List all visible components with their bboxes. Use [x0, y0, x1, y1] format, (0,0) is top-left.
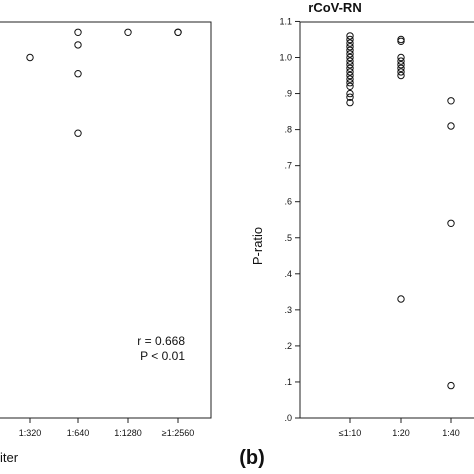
left-x-tick-label: ≥1:2560 [162, 428, 194, 438]
left-data-point [26, 53, 34, 62]
right-data-point [447, 122, 455, 130]
right-y-tick-label: .3 [284, 305, 292, 315]
left-x-tick-labels: 1:320 1:640 1:1280 ≥1:2560 [19, 418, 194, 438]
left-data-point [74, 41, 82, 49]
right-data-point [346, 39, 354, 47]
right-data-point [346, 68, 354, 76]
right-data-point [346, 57, 354, 65]
right-x-tick-label: 1:20 [392, 428, 410, 438]
right-data-point [346, 82, 354, 91]
right-data-point [447, 381, 455, 390]
right-data-point [447, 97, 455, 105]
right-x-tick-label: ≤1:10 [339, 428, 361, 438]
right-data-point [397, 71, 405, 80]
right-data-point [397, 295, 405, 303]
left-x-tick-label: 1:640 [67, 428, 90, 438]
left-x-axis-title: iter [0, 450, 19, 465]
left-data-point [74, 129, 82, 137]
left-scatter-panel: 1:320 1:640 1:1280 ≥1:2560 r = 0.668 P < 0.… [0, 21, 212, 465]
right-data-point [397, 60, 405, 69]
right-y-tick-label: 1.0 [279, 53, 292, 63]
right-data-point [346, 64, 354, 73]
left-stat-r: r = 0.668 [137, 334, 185, 348]
right-y-tick-label: .8 [284, 125, 292, 135]
left-data-point [74, 70, 82, 78]
left-data-point [124, 28, 132, 36]
right-data-point [346, 50, 354, 58]
right-y-tick-label: .6 [284, 197, 292, 207]
right-data-point [346, 46, 354, 54]
left-data-points [26, 28, 182, 137]
right-y-tick-label: .9 [284, 89, 292, 99]
right-data-point [397, 37, 405, 45]
right-data-point [346, 43, 354, 51]
right-data-point [346, 32, 354, 40]
left-x-tick-label: 1:320 [19, 428, 42, 438]
right-y-tick-label: .7 [284, 161, 292, 171]
right-y-tick-labels: .0 .1 .2 .3 .4 .5 .6 .7 .8 .9 1.0 1.1 [279, 16, 300, 423]
right-data-point [346, 93, 354, 101]
right-data-point [397, 53, 405, 62]
right-data-point [346, 98, 354, 107]
right-data-point [346, 79, 354, 87]
right-data-point [397, 68, 405, 76]
left-data-point [174, 28, 182, 36]
right-scatter-panel: rCoV-RN .0 .1 .2 .3 .4 .5 .6 .7 .8 .9 1.0 1.1 P-rat… [250, 0, 474, 438]
right-data-point [397, 57, 405, 65]
right-y-tick-label: .2 [284, 341, 292, 351]
right-data-point [346, 60, 354, 69]
right-data-point [397, 64, 405, 73]
right-plot-frame [299, 21, 474, 419]
right-y-tick-label: .1 [284, 377, 292, 387]
right-chart-title: rCoV-RN [308, 0, 361, 15]
right-data-point [346, 89, 354, 98]
right-x-tick-label: 1:40 [442, 428, 460, 438]
right-y-tick-label: 1.1 [279, 16, 292, 26]
left-stat-p: P < 0.01 [140, 349, 185, 363]
right-y-tick-label: .4 [284, 269, 292, 279]
right-data-points [346, 32, 455, 390]
right-y-axis-title: P-ratio [250, 227, 265, 265]
right-x-tick-labels: ≤1:10 1:20 1:40 [339, 418, 460, 438]
panel-label-b: (b) [239, 447, 265, 469]
right-data-point [447, 219, 455, 228]
right-y-tick-label: .0 [284, 413, 292, 423]
left-x-tick-label: 1:1280 [114, 428, 142, 438]
right-data-point [346, 53, 354, 62]
right-data-point [346, 71, 354, 80]
left-data-point [74, 28, 82, 36]
left-plot-frame [0, 21, 212, 419]
right-data-point [346, 35, 354, 44]
right-data-point [346, 75, 354, 83]
right-y-tick-label: .5 [284, 233, 292, 243]
